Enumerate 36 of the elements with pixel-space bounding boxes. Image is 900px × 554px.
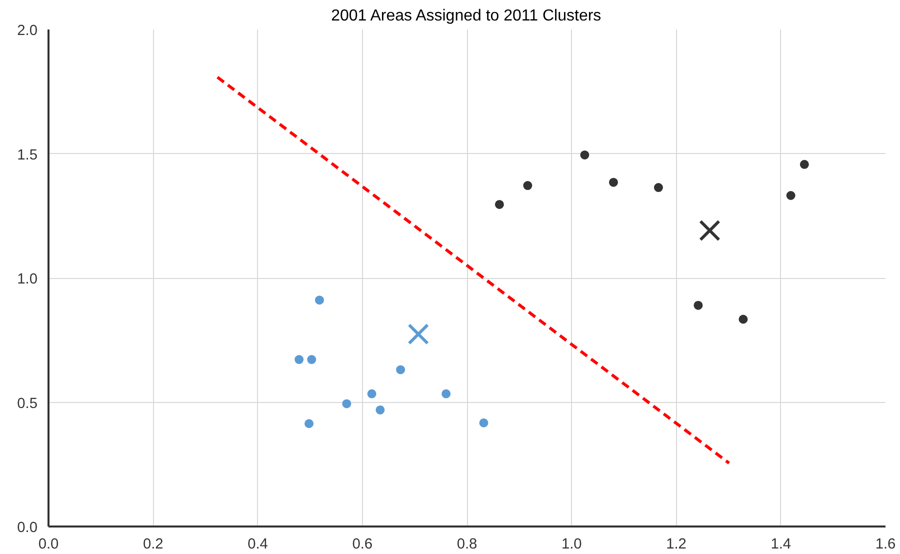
point [699, 220, 720, 242]
point [307, 355, 316, 364]
x-tick-label: 1.6 [875, 536, 896, 552]
x-tick-label: 0.4 [248, 536, 268, 552]
point [408, 323, 430, 345]
y-tick-label: 0.5 [17, 396, 38, 412]
chart-title: 2001 Areas Assigned to 2011 Clusters [331, 8, 602, 24]
y-tick-label: 0.0 [17, 520, 38, 536]
x-tick-label: 0.0 [38, 536, 59, 552]
x-tick-label: 0.6 [352, 536, 373, 552]
point [580, 150, 590, 160]
point [304, 419, 314, 428]
point [738, 314, 748, 324]
point [479, 418, 488, 428]
x-tick-label: 0.8 [456, 536, 478, 552]
point [494, 200, 504, 209]
point [314, 296, 324, 305]
x-tick-label: 1.2 [666, 536, 686, 552]
point [654, 183, 663, 192]
y-tick-label: 2.0 [17, 23, 38, 39]
point [376, 405, 385, 414]
point [396, 365, 406, 374]
x-tick-label: 1.0 [561, 536, 582, 552]
x-tick-label: 0.2 [142, 536, 164, 552]
y-tick-label: 1.5 [17, 147, 38, 164]
point [694, 300, 703, 310]
point [800, 160, 809, 169]
point [442, 389, 451, 398]
point [342, 399, 352, 408]
point [608, 178, 618, 187]
y-tick-label: 1.0 [17, 272, 38, 288]
point [367, 389, 376, 398]
point [523, 181, 532, 190]
point [294, 355, 304, 364]
point [786, 191, 796, 200]
x-tick-label: 1.4 [770, 536, 792, 552]
